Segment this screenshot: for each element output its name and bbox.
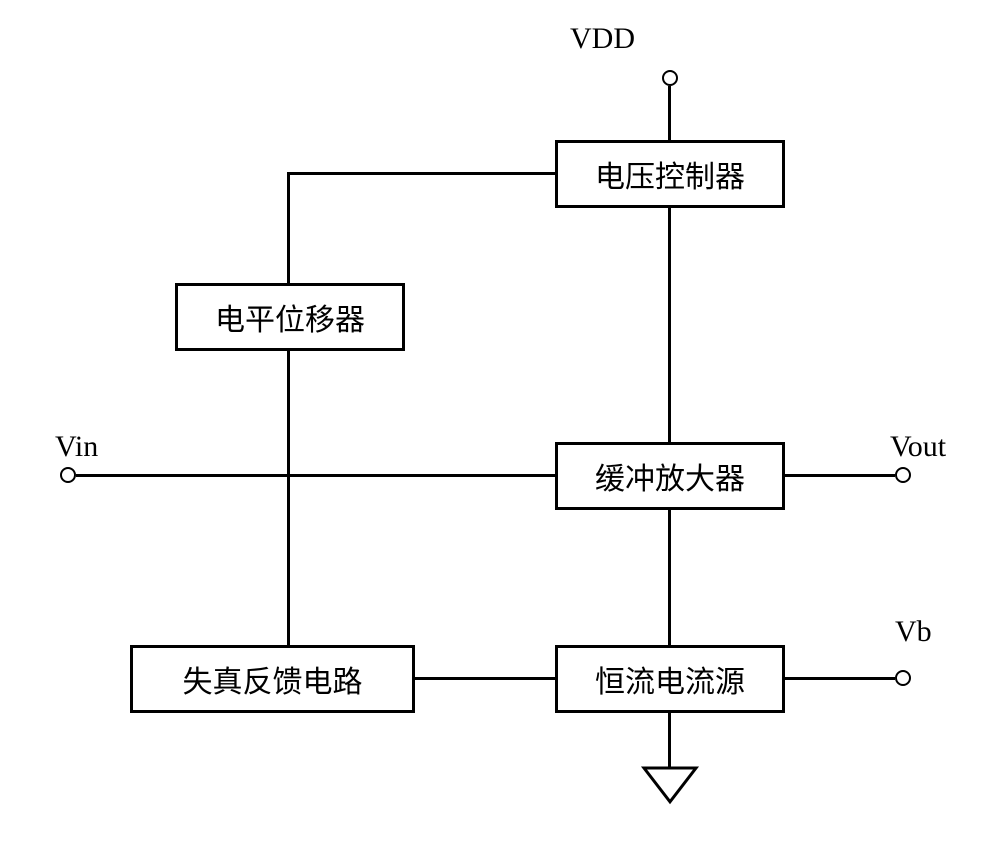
wire <box>287 172 555 175</box>
diagram-canvas: 电压控制器 电平位移器 缓冲放大器 失真反馈电路 恒流电流源 VDD Vin V… <box>0 0 1000 849</box>
wire <box>668 208 671 442</box>
block-label: 电平位移器 <box>215 295 365 339</box>
port-label-vin: Vin <box>55 430 98 464</box>
wire <box>668 86 671 140</box>
block-constant-current-source: 恒流电流源 <box>555 645 785 713</box>
wire <box>76 474 555 477</box>
block-distortion-feedback: 失真反馈电路 <box>130 645 415 713</box>
terminal-vb <box>895 670 911 686</box>
wire <box>287 351 290 645</box>
terminal-vdd <box>662 70 678 86</box>
port-label-vb: Vb <box>895 615 932 649</box>
wire <box>668 510 671 645</box>
block-label: 恒流电流源 <box>595 657 745 701</box>
terminal-vin <box>60 467 76 483</box>
wire <box>415 677 555 680</box>
block-label: 失真反馈电路 <box>183 657 363 701</box>
block-level-shifter: 电平位移器 <box>175 283 405 351</box>
wire <box>668 713 671 768</box>
block-label: 电压控制器 <box>595 152 745 196</box>
block-label: 缓冲放大器 <box>595 454 745 498</box>
port-label-vdd: VDD <box>570 22 635 56</box>
wire <box>785 677 895 680</box>
block-buffer-amplifier: 缓冲放大器 <box>555 442 785 510</box>
wire <box>287 172 290 283</box>
port-label-vout: Vout <box>890 430 946 464</box>
wire <box>785 474 895 477</box>
terminal-vout <box>895 467 911 483</box>
ground-icon <box>644 768 696 804</box>
block-voltage-controller: 电压控制器 <box>555 140 785 208</box>
